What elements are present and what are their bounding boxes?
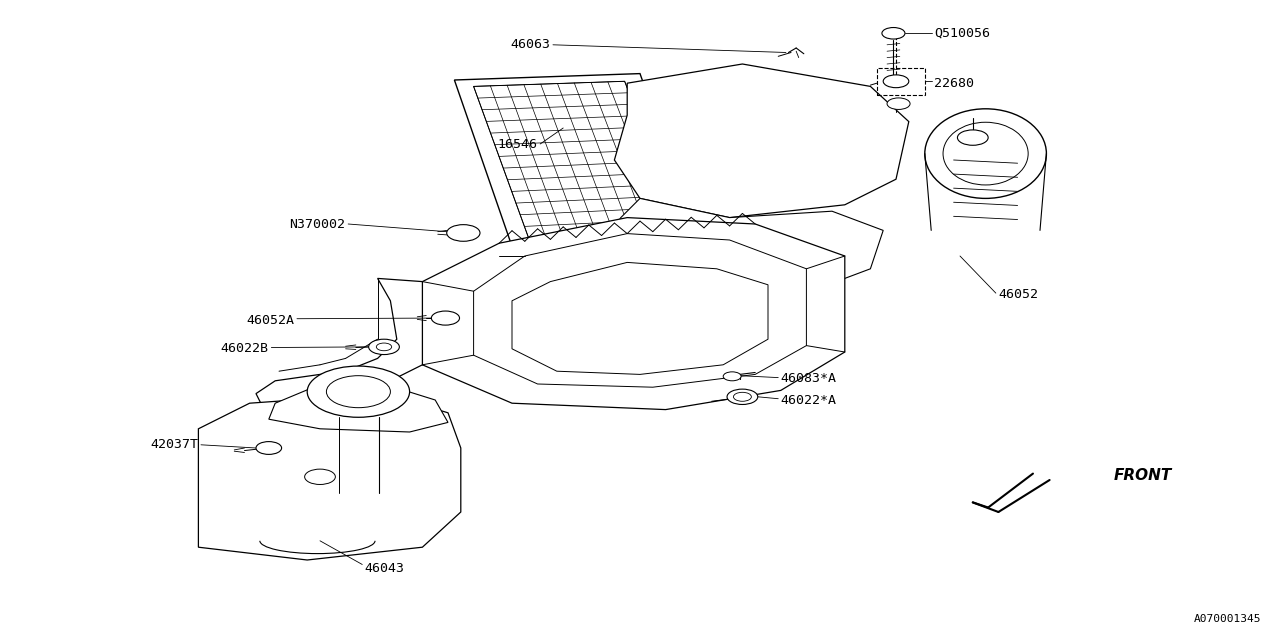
Text: 46063: 46063 <box>511 38 550 51</box>
Polygon shape <box>269 384 448 432</box>
Polygon shape <box>512 262 768 374</box>
Text: 22680: 22680 <box>934 77 974 90</box>
Text: 46083*A: 46083*A <box>781 372 837 385</box>
Circle shape <box>883 75 909 88</box>
Circle shape <box>723 372 741 381</box>
Circle shape <box>307 366 410 417</box>
Circle shape <box>887 98 910 109</box>
Circle shape <box>882 28 905 39</box>
Bar <box>877 68 925 95</box>
Circle shape <box>431 311 460 325</box>
Text: 16546: 16546 <box>498 138 538 150</box>
Polygon shape <box>614 64 909 218</box>
Text: N370002: N370002 <box>289 218 346 230</box>
Text: 46052: 46052 <box>998 288 1038 301</box>
Text: 46043: 46043 <box>365 562 404 575</box>
Circle shape <box>957 130 988 145</box>
Text: 46022*A: 46022*A <box>781 394 837 406</box>
Polygon shape <box>256 278 422 410</box>
Polygon shape <box>474 81 682 238</box>
Circle shape <box>733 392 751 401</box>
Polygon shape <box>422 218 845 410</box>
Circle shape <box>447 225 480 241</box>
Text: 42037T: 42037T <box>151 438 198 451</box>
Text: Q510056: Q510056 <box>934 27 991 40</box>
Polygon shape <box>474 234 806 387</box>
Circle shape <box>376 343 392 351</box>
Polygon shape <box>454 74 698 246</box>
Circle shape <box>305 469 335 484</box>
Text: 46022B: 46022B <box>221 342 269 355</box>
Circle shape <box>369 339 399 355</box>
Circle shape <box>256 442 282 454</box>
Text: FRONT: FRONT <box>1114 468 1172 483</box>
Circle shape <box>326 376 390 408</box>
Polygon shape <box>602 198 883 291</box>
Polygon shape <box>198 394 461 560</box>
Text: 46052A: 46052A <box>247 314 294 326</box>
Text: A070001345: A070001345 <box>1193 614 1261 624</box>
Circle shape <box>727 389 758 404</box>
